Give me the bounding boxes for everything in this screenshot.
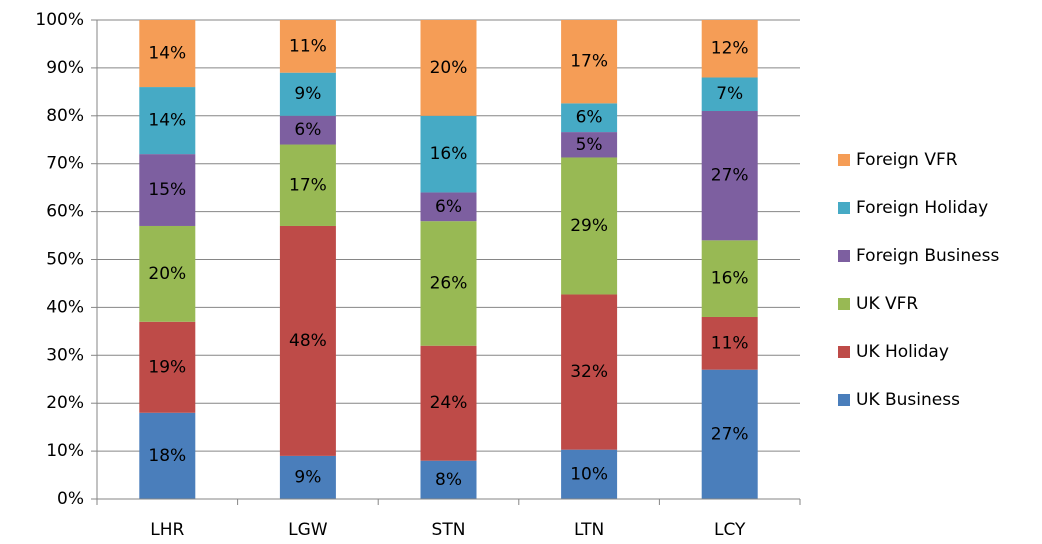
bar-segment: [139, 412, 196, 499]
y-tick-label: 90%: [46, 58, 84, 78]
bar-segment: [139, 225, 196, 322]
x-tick-label: LCY: [714, 520, 746, 540]
bar-segment: [561, 449, 618, 499]
bar-segment: [561, 132, 618, 158]
bar-segment: [420, 192, 477, 222]
bar-segment: [561, 157, 618, 295]
data-label: 12%: [711, 39, 749, 59]
legend-label: UK Business: [856, 390, 960, 410]
legend-swatch: [838, 346, 850, 358]
legend-swatch: [838, 154, 850, 166]
data-label: 16%: [430, 144, 468, 164]
bar-segment: [139, 20, 196, 88]
data-label: 9%: [294, 84, 321, 104]
x-tick-label: LGW: [288, 520, 328, 540]
bar-segment: [420, 460, 477, 499]
data-label: 20%: [148, 264, 186, 284]
data-label: 27%: [711, 166, 749, 186]
bar-segment: [139, 321, 196, 413]
data-label: 27%: [711, 424, 749, 444]
legend-label: Foreign Business: [856, 246, 999, 266]
y-tick-label: 80%: [46, 106, 84, 126]
bar-segment: [561, 294, 618, 450]
data-label: 29%: [570, 216, 608, 236]
y-tick-label: 10%: [46, 441, 84, 461]
data-label: 19%: [148, 357, 186, 377]
y-tick-label: 0%: [57, 489, 84, 509]
data-label: 14%: [148, 44, 186, 64]
data-label: 10%: [570, 464, 608, 484]
bar-segment: [279, 115, 336, 145]
bar-segment: [279, 72, 336, 116]
legend-label: Foreign VFR: [856, 150, 958, 170]
y-tick-label: 40%: [46, 297, 84, 317]
data-label: 15%: [148, 180, 186, 200]
legend-swatch: [838, 298, 850, 310]
bar-segment: [420, 20, 477, 116]
data-label: 32%: [570, 362, 608, 382]
bar-segment: [701, 111, 758, 241]
bar-segment: [279, 144, 336, 226]
data-label: 7%: [716, 84, 743, 104]
y-tick-label: 100%: [35, 10, 84, 30]
y-tick-label: 70%: [46, 154, 84, 174]
legend-label: Foreign Holiday: [856, 198, 988, 218]
data-label: 11%: [289, 36, 327, 56]
y-tick-label: 50%: [46, 250, 84, 270]
y-tick-label: 60%: [46, 202, 84, 222]
bar-segment: [279, 20, 336, 73]
x-tick-label: LTN: [574, 520, 604, 540]
bar-segment: [561, 20, 618, 104]
bar-segment: [279, 455, 336, 499]
bar-segment: [701, 20, 758, 78]
data-label: 11%: [711, 333, 749, 353]
legend-swatch: [838, 250, 850, 262]
y-tick-label: 30%: [46, 345, 84, 365]
bar-segment: [701, 369, 758, 499]
x-tick-label: STN: [432, 520, 466, 540]
bar-segment: [701, 316, 758, 370]
data-label: 24%: [430, 393, 468, 413]
data-label: 48%: [289, 331, 327, 351]
bar-segment: [701, 77, 758, 112]
data-label: 6%: [294, 120, 321, 140]
data-label: 5%: [576, 135, 603, 155]
y-tick-label: 20%: [46, 393, 84, 413]
data-label: 17%: [570, 52, 608, 72]
data-label: 14%: [148, 111, 186, 131]
bar-segment: [420, 345, 477, 461]
data-label: 6%: [435, 197, 462, 217]
bar-segment: [420, 115, 477, 193]
data-label: 17%: [289, 175, 327, 195]
legend-label: UK Holiday: [856, 342, 949, 362]
data-label: 6%: [576, 108, 603, 128]
legend-label: UK VFR: [856, 294, 918, 314]
legend-swatch: [838, 394, 850, 406]
bar-segment: [420, 221, 477, 346]
x-tick-label: LHR: [150, 520, 184, 540]
data-label: 26%: [430, 273, 468, 293]
data-label: 16%: [711, 269, 749, 289]
data-label: 8%: [435, 470, 462, 490]
data-label: 20%: [430, 58, 468, 78]
bar-segment: [139, 87, 196, 155]
bar-segment: [561, 103, 618, 133]
bar-segment: [701, 240, 758, 317]
bar-segment: [279, 225, 336, 456]
bar-segment: [139, 154, 196, 226]
data-label: 9%: [294, 467, 321, 487]
legend-swatch: [838, 202, 850, 214]
data-label: 18%: [148, 446, 186, 466]
